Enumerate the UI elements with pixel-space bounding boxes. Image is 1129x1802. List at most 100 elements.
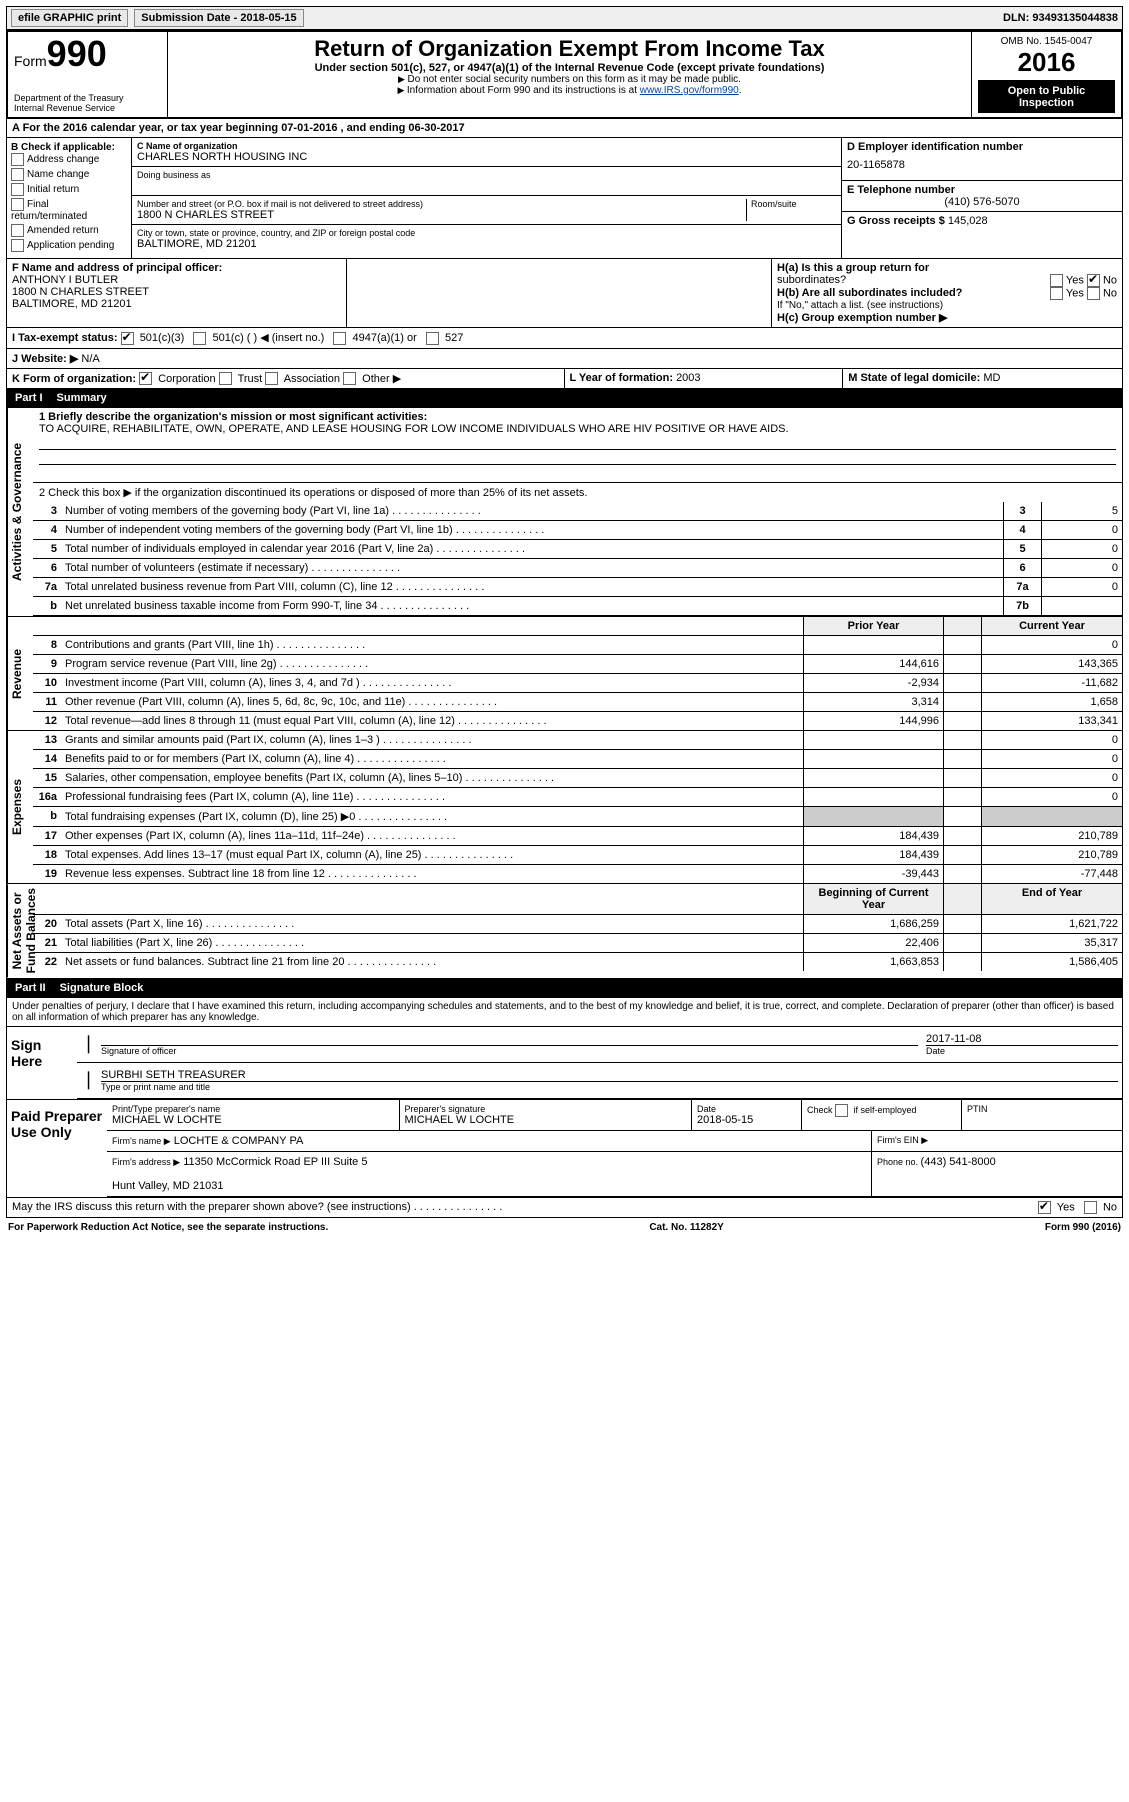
sig-date: 2017-11-08 bbox=[926, 1033, 1118, 1045]
opt-501c: 501(c) ( ) ◀ (insert no.) bbox=[213, 332, 325, 344]
ha-label: H(a) Is this a group return for bbox=[777, 262, 929, 274]
dln-value: 93493135044838 bbox=[1032, 12, 1118, 24]
discuss-question: May the IRS discuss this return with the… bbox=[12, 1201, 502, 1214]
firm-phone: (443) 541-8000 bbox=[921, 1156, 996, 1168]
netassets-section: Net Assets or Fund Balances Beginning of… bbox=[6, 884, 1123, 978]
discuss-no-label: No bbox=[1103, 1201, 1117, 1213]
expenses-section: Expenses 13Grants and similar amounts pa… bbox=[6, 731, 1123, 884]
form-subtitle: Under section 501(c), 527, or 4947(a)(1)… bbox=[174, 62, 965, 74]
i-label: I Tax-exempt status: bbox=[12, 332, 118, 344]
firm-ein-label: Firm's EIN ▶ bbox=[872, 1131, 1122, 1151]
chk-501c[interactable] bbox=[193, 332, 206, 345]
discuss-no[interactable] bbox=[1084, 1201, 1097, 1214]
discuss-yes[interactable] bbox=[1038, 1201, 1051, 1214]
ein-label: D Employer identification number bbox=[847, 141, 1117, 153]
table-row: 17Other expenses (Part IX, column (A), l… bbox=[33, 827, 1122, 846]
ein-value: 20-1165878 bbox=[847, 153, 1117, 177]
form-label: Form990 bbox=[14, 36, 161, 72]
part-ii-label: Part II bbox=[15, 982, 46, 994]
chk-self-employed[interactable] bbox=[835, 1104, 848, 1117]
firm-phone-label: Phone no. bbox=[877, 1157, 921, 1167]
page-footer: For Paperwork Reduction Act Notice, see … bbox=[6, 1218, 1123, 1237]
gov-row: 4Number of independent voting members of… bbox=[33, 521, 1122, 540]
tax-year: 2016 bbox=[978, 47, 1115, 81]
opt-name: Name change bbox=[27, 169, 89, 180]
revenue-header: Prior Year Current Year bbox=[33, 617, 1122, 636]
top-bar: efile GRAPHIC print Submission Date - 20… bbox=[6, 6, 1123, 30]
section-b-title: B Check if applicable: bbox=[11, 142, 127, 153]
mission: 1 Briefly describe the organization's mi… bbox=[33, 408, 1122, 483]
opt-address: Address change bbox=[27, 154, 99, 165]
efile-button[interactable]: efile GRAPHIC print bbox=[11, 9, 128, 27]
hdr-boy: Beginning of Current Year bbox=[804, 884, 944, 914]
addr-label: Number and street (or P.O. box if mail i… bbox=[137, 199, 746, 209]
preparer-block: Paid Preparer Use Only Print/Type prepar… bbox=[6, 1100, 1123, 1198]
hb-no[interactable] bbox=[1087, 287, 1100, 300]
table-row: 19Revenue less expenses. Subtract line 1… bbox=[33, 865, 1122, 883]
ha-no[interactable] bbox=[1087, 274, 1100, 287]
submission-date: Submission Date - 2018-05-15 bbox=[134, 9, 303, 27]
room-label: Room/suite bbox=[751, 199, 836, 209]
l-label: L Year of formation: bbox=[570, 372, 677, 384]
hdr-prior-year: Prior Year bbox=[804, 617, 944, 635]
table-row: 22Net assets or fund balances. Subtract … bbox=[33, 953, 1122, 971]
chk-501c3[interactable] bbox=[121, 332, 134, 345]
section-b: B Check if applicable: Address change Na… bbox=[7, 138, 132, 258]
hb-yes[interactable] bbox=[1050, 287, 1063, 300]
chk-other[interactable] bbox=[343, 372, 356, 385]
chk-trust[interactable] bbox=[219, 372, 232, 385]
hb-note: If "No," attach a list. (see instruction… bbox=[777, 300, 1117, 311]
sig-date-label: Date bbox=[926, 1045, 1118, 1056]
k-label: K Form of organization: bbox=[12, 373, 136, 385]
officer-addr: 1800 N CHARLES STREET BALTIMORE, MD 2120… bbox=[12, 286, 341, 310]
table-row: 18Total expenses. Add lines 13–17 (must … bbox=[33, 846, 1122, 865]
chk-corp[interactable] bbox=[139, 372, 152, 385]
irs-link[interactable]: www.IRS.gov/form990 bbox=[640, 85, 739, 96]
chk-pending[interactable]: Application pending bbox=[11, 239, 127, 252]
ha2-label: subordinates? bbox=[777, 274, 846, 287]
self-employed: Check if self-employed bbox=[802, 1100, 962, 1130]
gross-label: G Gross receipts $ bbox=[847, 215, 948, 227]
vlabel-gov: Activities & Governance bbox=[7, 408, 33, 616]
officer-label: F Name and address of principal officer: bbox=[12, 262, 341, 274]
chk-final[interactable]: Final return/terminated bbox=[11, 198, 127, 222]
chk-4947[interactable] bbox=[333, 332, 346, 345]
dba-label: Doing business as bbox=[137, 170, 836, 180]
hdr-eoy: End of Year bbox=[982, 884, 1122, 914]
mission-text: TO ACQUIRE, REHABILITATE, OWN, OPERATE, … bbox=[39, 423, 789, 435]
table-row: 8Contributions and grants (Part VIII, li… bbox=[33, 636, 1122, 655]
hdr-current-year: Current Year bbox=[982, 617, 1122, 635]
revenue-section: Revenue Prior Year Current Year 8Contrib… bbox=[6, 617, 1123, 731]
opt-4947: 4947(a)(1) or bbox=[353, 332, 417, 344]
opt-assoc: Association bbox=[284, 373, 340, 385]
opt-other: Other ▶ bbox=[362, 373, 401, 385]
part-i-header: Part I Summary bbox=[6, 389, 1123, 408]
section-i: I Tax-exempt status: 501(c)(3) 501(c) ( … bbox=[6, 328, 1123, 349]
vlabel-net: Net Assets or Fund Balances bbox=[7, 884, 33, 977]
chk-527[interactable] bbox=[426, 332, 439, 345]
chk-amended[interactable]: Amended return bbox=[11, 224, 127, 237]
hc-label: H(c) Group exemption number ▶ bbox=[777, 312, 947, 324]
gov-row: 7aTotal unrelated business revenue from … bbox=[33, 578, 1122, 597]
chk-name-change[interactable]: Name change bbox=[11, 168, 127, 181]
activities-governance: Activities & Governance 1 Briefly descri… bbox=[6, 408, 1123, 617]
ha-yes[interactable] bbox=[1050, 274, 1063, 287]
table-row: 13Grants and similar amounts paid (Part … bbox=[33, 731, 1122, 750]
prep-date-label: Date bbox=[697, 1104, 796, 1114]
prep-name: MICHAEL W LOCHTE bbox=[112, 1114, 394, 1126]
org-info-grid: B Check if applicable: Address change Na… bbox=[6, 138, 1123, 259]
table-row: 15Salaries, other compensation, employee… bbox=[33, 769, 1122, 788]
name-label: C Name of organization bbox=[137, 141, 836, 151]
chk-initial[interactable]: Initial return bbox=[11, 183, 127, 196]
section-fh: F Name and address of principal officer:… bbox=[6, 259, 1123, 328]
hb-label: H(b) Are all subordinates included? bbox=[777, 287, 962, 299]
firm-name-label: Firm's name ▶ bbox=[112, 1136, 171, 1146]
line2-text: 2 Check this box ▶ if the organization d… bbox=[39, 487, 587, 499]
city-label: City or town, state or province, country… bbox=[137, 228, 836, 238]
firm-addr-label: Firm's address ▶ bbox=[112, 1157, 180, 1167]
chk-address-change[interactable]: Address change bbox=[11, 153, 127, 166]
opt-501c3: 501(c)(3) bbox=[140, 332, 185, 344]
submission-date-label: Submission Date - bbox=[141, 12, 240, 24]
no-text2: No bbox=[1103, 287, 1117, 299]
chk-assoc[interactable] bbox=[265, 372, 278, 385]
